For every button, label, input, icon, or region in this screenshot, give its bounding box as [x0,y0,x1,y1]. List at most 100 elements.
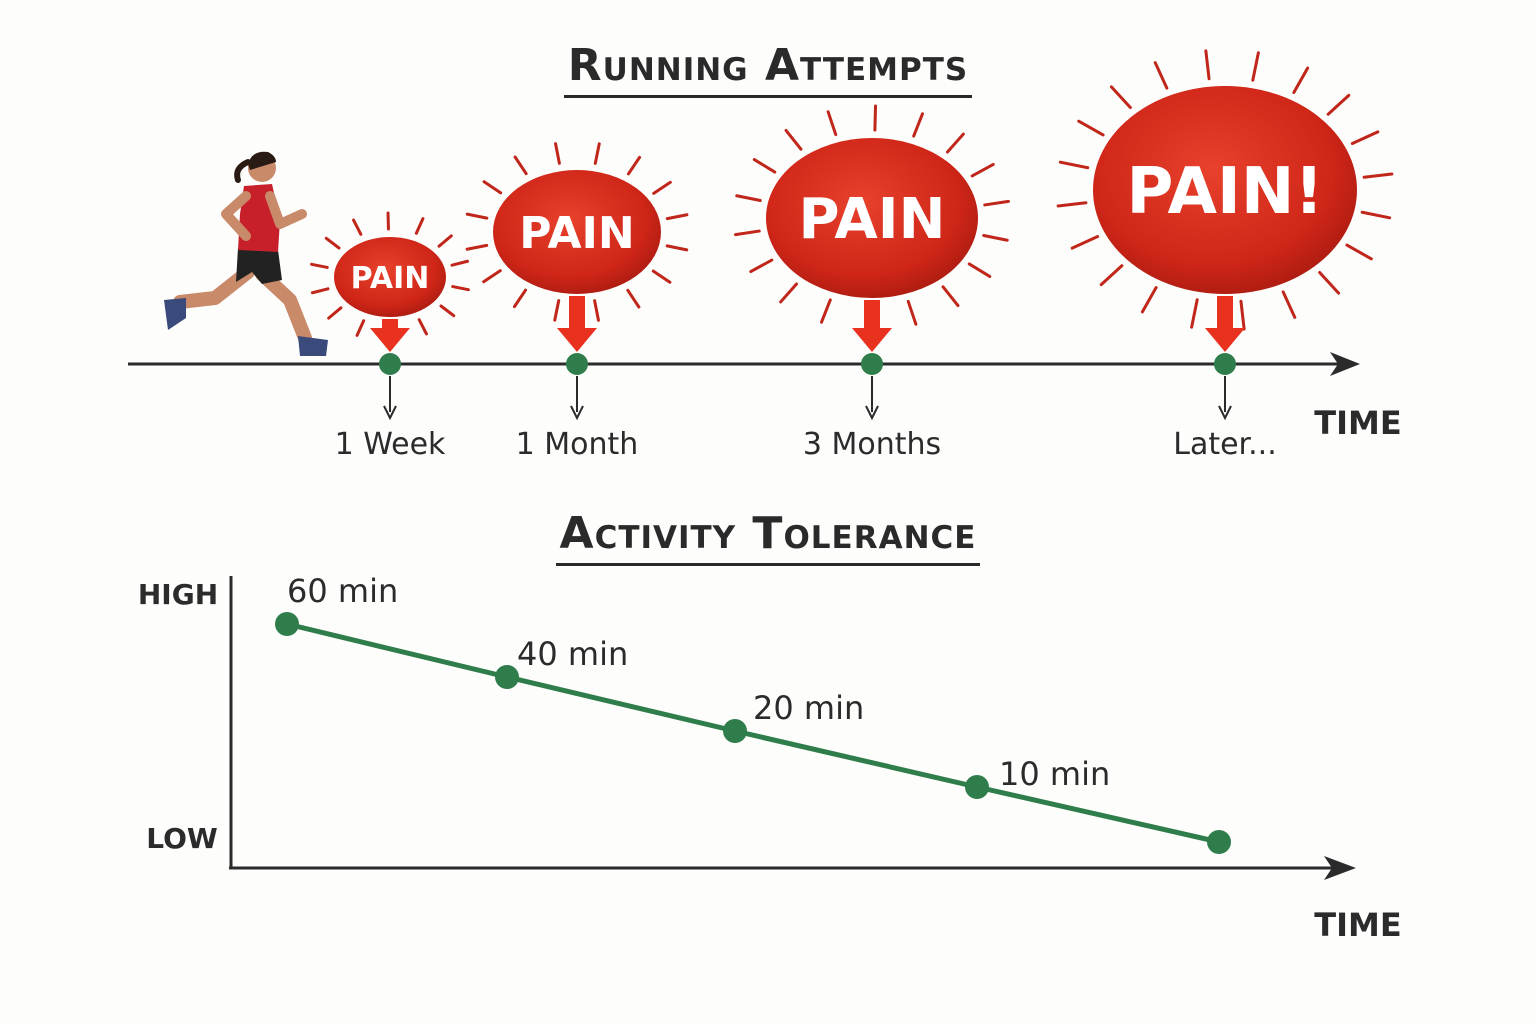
tolerance-point [495,665,519,689]
pain-ray [1077,119,1105,137]
pain-arrow-head [1205,328,1245,352]
tolerance-point-label: 10 min [999,755,1110,793]
pain-burst-text: PAIN! [1126,155,1323,229]
pain-ray [752,158,777,174]
pain-ray [1190,298,1199,329]
pain-ray [1360,210,1392,220]
pain-ray [912,112,924,138]
pain-ray [1251,51,1260,82]
pain-ray [1239,299,1246,331]
pain-ray [324,236,341,250]
runner-illustration [164,151,328,356]
pain-ray [554,142,561,165]
activity-x-axis-arrowhead [1324,856,1356,880]
running-time-axis-arrowhead [1330,352,1360,376]
pain-event-1: PAIN 1 Week [310,211,470,462]
pain-ray [1350,130,1380,145]
pain-arrow-head [557,328,597,352]
pain-arrow-shaft [569,296,585,330]
pain-burst-rays [465,142,689,322]
pain-ray [779,282,799,304]
pain-ray [820,298,832,324]
pain-ray [450,259,470,267]
pain-burst [766,138,978,298]
timeline-label: 1 Month [516,427,639,462]
pain-ray [1056,201,1088,208]
pain-ray [465,243,489,251]
pain-ray [1058,160,1090,170]
pain-burst-rays [734,104,1010,332]
running-attempts-title-text: Running Attempts [563,40,973,98]
running-time-axis-label: TIME [1314,404,1401,442]
tolerance-point [1207,830,1231,854]
pain-arrow-shaft [382,319,398,330]
timeline-label: Later... [1173,427,1277,462]
label-pointer-head [1218,405,1232,421]
pain-ray [327,306,343,320]
pain-ray [626,288,641,309]
activity-y-high-label: HIGH [138,578,218,611]
pain-ray [626,155,642,176]
pain-ray [1345,243,1373,261]
pain-arrow-head [370,328,410,352]
pain-ray [734,229,761,237]
tolerance-point [965,775,989,799]
pain-ray [665,244,689,252]
pain-ray [352,218,363,236]
pain-ray [983,199,1010,207]
tolerance-point-label: 40 min [517,635,628,673]
tolerance-point [723,719,747,743]
timeline-label: 3 Months [803,427,941,462]
timeline-marker [566,353,588,375]
pain-ray [1153,61,1169,90]
pain-ray [482,269,502,284]
label-pointer-head [865,405,879,421]
pain-ray [593,299,600,322]
pain-ray [417,318,428,336]
pain-ray [1326,93,1351,116]
pain-ray [735,194,762,203]
pain-ray [651,269,672,284]
timeline-marker [861,353,883,375]
timeline-label: 1 Week [335,427,446,462]
pain-burst-rays [1056,49,1394,331]
pain-ray [355,319,366,337]
tolerance-point-label: 60 min [287,572,398,610]
pain-ray [513,155,528,176]
pain-event-3: PAIN 3 Months [734,104,1010,462]
pain-ray [1140,286,1158,314]
pain-ray [665,213,689,221]
pain-ray [414,217,425,235]
pain-ray [1099,264,1124,287]
pain-ray [310,262,329,269]
tolerance-point [275,612,299,636]
timeline-marker [1214,353,1236,375]
running-attempts-title: Running Attempts [0,40,1536,98]
activity-tolerance-title-text: Activity Tolerance [555,508,981,566]
activity-tolerance-title: Activity Tolerance [0,508,1536,566]
pain-ray [1070,235,1100,250]
pain-ray [512,288,528,309]
pain-ray [826,110,838,137]
pain-event-4: PAIN! Later... [1056,49,1394,462]
pain-ray [482,180,503,195]
pain-ray [906,299,918,326]
pain-burst-text: PAIN [799,187,946,252]
pain-ray [1318,271,1341,295]
pain-ray [784,128,803,151]
pain-ray [1362,172,1394,179]
tolerance-line [286,621,1220,845]
activity-series: 60 min 40 min 20 min 10 min [275,572,1231,854]
tolerance-point-label: 20 min [753,689,864,727]
pain-burst [334,237,446,317]
pain-ray [310,287,330,295]
pain-ray [465,212,489,220]
timeline-marker [379,353,401,375]
pain-ray [439,304,456,318]
pain-ray [553,299,561,322]
pain-ray [451,285,470,292]
pain-burst-text: PAIN [519,208,634,259]
pain-ray [652,180,672,195]
pain-ray [437,234,453,248]
